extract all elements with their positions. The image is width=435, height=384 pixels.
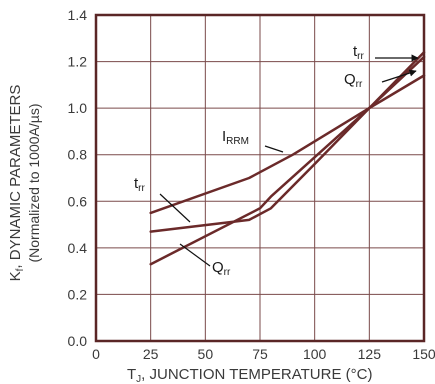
annotations: IRRM trr Qrr trr Qrr [134, 43, 419, 278]
x-tick-label: 50 [198, 346, 214, 362]
y-tick-label: 1.0 [68, 100, 88, 116]
x-tick-labels: 0 25 50 75 100 125 150 [92, 346, 435, 362]
y-tick-label: 0.4 [68, 240, 88, 256]
trr-leader-left [159, 193, 191, 223]
y-tick-label: 0.8 [68, 147, 88, 163]
y-tick-label: 0.0 [68, 333, 88, 349]
qrr-label-right: Qrr [344, 71, 363, 90]
y-tick-label: 0.2 [68, 286, 88, 302]
x-tick-label: 0 [92, 346, 100, 362]
x-tick-label: 75 [252, 346, 268, 362]
series-trr-line [149, 51, 426, 233]
curves [149, 51, 426, 266]
x-tick-label: 25 [143, 346, 159, 362]
plot-frame [94, 13, 426, 343]
qrr-arrow-right [381, 69, 417, 83]
y-tick-label: 0.6 [68, 193, 88, 209]
y-axis-title: Kf, DYNAMIC PARAMETERS [7, 85, 26, 282]
x-tick-label: 100 [303, 346, 327, 362]
trr-label-left: trr [134, 175, 146, 194]
x-axis-title: TJ, JUNCTION TEMPERATURE (°C) [127, 366, 372, 384]
y-axis-subtitle: (Normalized to 1000A/µs) [26, 103, 42, 262]
y-tick-label: 1.2 [68, 54, 88, 70]
irrm-label: IRRM [222, 128, 249, 147]
trr-label-right: trr [353, 43, 365, 62]
x-tick-label: 125 [358, 346, 382, 362]
y-tick-label: 1.4 [68, 7, 88, 23]
y-tick-labels: 0.0 0.2 0.4 0.6 0.8 1.0 1.2 1.4 [68, 7, 88, 349]
series-qrr-line [149, 55, 426, 266]
qrr-label-bottom: Qrr [212, 259, 231, 278]
qrr-leader-bottom [179, 243, 211, 267]
series-irrm-line [149, 74, 426, 215]
grid [96, 15, 424, 341]
irrm-leader [264, 145, 284, 153]
x-tick-label: 150 [412, 346, 435, 362]
